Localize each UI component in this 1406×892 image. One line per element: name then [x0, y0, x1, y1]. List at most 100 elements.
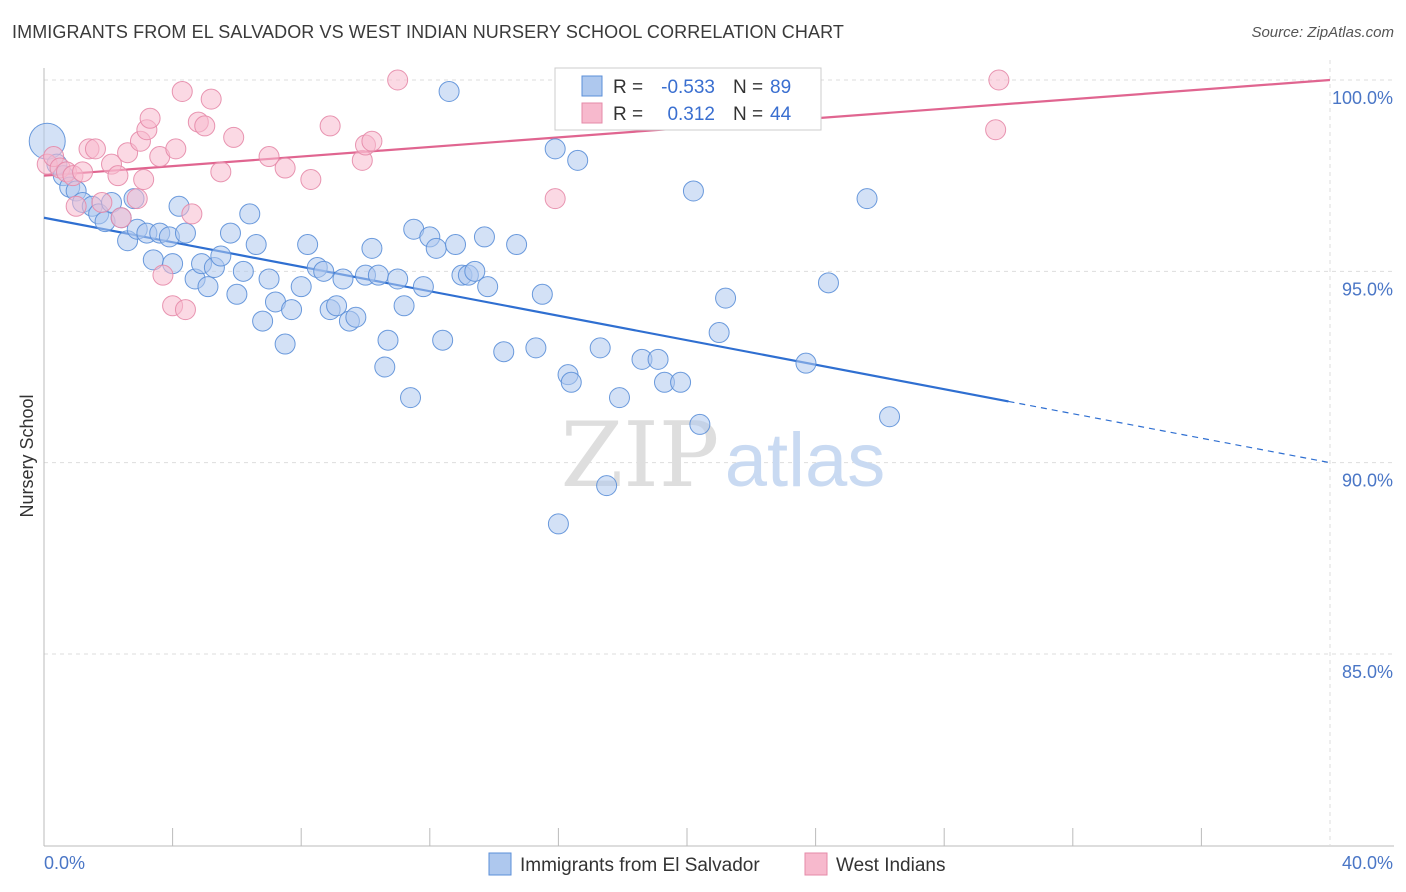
legend-r-value: 0.312 — [667, 104, 715, 125]
x-tick-label: 40.0% — [1342, 853, 1393, 873]
point-west-indians — [72, 161, 94, 183]
point-el-salvador — [473, 226, 495, 248]
point-el-salvador — [387, 268, 409, 290]
legend-series-label: West Indians — [836, 855, 945, 876]
point-el-salvador — [377, 329, 399, 351]
point-west-indians — [544, 188, 566, 210]
point-west-indians — [107, 165, 129, 187]
x-tick-label: 0.0% — [44, 853, 85, 873]
point-el-salvador — [464, 260, 486, 282]
legend-series-swatch-pink — [804, 852, 828, 876]
point-el-salvador — [393, 295, 415, 317]
point-el-salvador — [290, 276, 312, 298]
legend-swatch-blue — [581, 75, 603, 97]
legend-r-value: -0.533 — [661, 77, 715, 98]
point-el-salvador — [412, 276, 434, 298]
point-el-salvador — [226, 283, 248, 305]
point-el-salvador — [245, 234, 267, 256]
point-west-indians — [65, 195, 87, 217]
point-west-indians — [152, 264, 174, 286]
point-el-salvador — [326, 295, 348, 317]
point-el-salvador — [374, 356, 396, 378]
point-west-indians — [258, 146, 280, 168]
point-el-salvador — [856, 188, 878, 210]
y-tick-label: 90.0% — [1342, 471, 1393, 491]
point-west-indians — [361, 130, 383, 152]
point-el-salvador — [525, 337, 547, 359]
point-el-salvador — [174, 222, 196, 244]
point-el-salvador — [297, 234, 319, 256]
point-west-indians — [194, 115, 216, 137]
point-el-salvador — [258, 268, 280, 290]
point-west-indians — [165, 138, 187, 160]
legend-n-value: 44 — [770, 104, 792, 125]
trend-line-el-salvador — [43, 216, 1009, 403]
point-el-salvador — [432, 329, 454, 351]
point-el-salvador — [547, 513, 569, 535]
point-el-salvador — [567, 149, 589, 171]
axes — [43, 68, 1394, 847]
point-west-indians — [171, 80, 193, 102]
data-points — [28, 69, 1010, 535]
x-ticks: 0.0% 40.0% — [44, 60, 1393, 873]
point-west-indians — [300, 168, 322, 190]
point-west-indians — [126, 188, 148, 210]
point-el-salvador — [506, 234, 528, 256]
point-el-salvador — [817, 272, 839, 294]
point-el-salvador — [197, 276, 219, 298]
trend-line-extension — [1008, 400, 1331, 464]
point-el-salvador — [493, 341, 515, 363]
legend-series-label: Immigrants from El Salvador — [520, 855, 760, 876]
legend-n-label: N = — [733, 104, 763, 125]
y-tick-label: 85.0% — [1342, 662, 1393, 682]
point-el-salvador — [531, 283, 553, 305]
point-el-salvador — [708, 322, 730, 344]
point-west-indians — [387, 69, 409, 91]
legend-swatch-pink — [581, 102, 603, 124]
point-west-indians — [210, 161, 232, 183]
point-el-salvador — [367, 264, 389, 286]
point-el-salvador — [281, 299, 303, 321]
legend-r-label: R = — [613, 104, 643, 125]
point-el-salvador — [560, 371, 582, 393]
point-west-indians — [84, 138, 106, 160]
point-west-indians — [139, 107, 161, 129]
y-tick-label: 100.0% — [1332, 88, 1393, 108]
point-el-salvador — [445, 234, 467, 256]
point-west-indians — [985, 119, 1007, 141]
watermark: ZIP atlas — [561, 403, 886, 508]
point-el-salvador — [232, 260, 254, 282]
point-west-indians — [91, 191, 113, 213]
point-el-salvador — [361, 237, 383, 259]
point-el-salvador — [313, 260, 335, 282]
point-el-salvador — [795, 352, 817, 374]
legend-n-value: 89 — [770, 77, 791, 98]
point-el-salvador — [647, 348, 669, 370]
legend-series-swatch-blue — [488, 852, 512, 876]
legend-stats: R = -0.533 N = 89 R = 0.312 N = 44 — [554, 67, 822, 131]
point-west-indians — [988, 69, 1010, 91]
point-el-salvador — [544, 138, 566, 160]
point-el-salvador — [670, 371, 692, 393]
chart-source: Source: ZipAtlas.com — [1251, 24, 1394, 41]
point-el-salvador — [715, 287, 737, 309]
point-el-salvador — [345, 306, 367, 328]
point-el-salvador — [879, 406, 901, 428]
legend-r-label: R = — [613, 77, 643, 98]
y-tick-labels: 100.0% 95.0% 90.0% 85.0% — [1332, 88, 1393, 682]
y-axis-label: Nursery School — [17, 394, 37, 517]
point-el-salvador — [210, 245, 232, 267]
point-el-salvador — [219, 222, 241, 244]
point-el-salvador — [425, 237, 447, 259]
point-west-indians — [200, 88, 222, 110]
point-west-indians — [110, 207, 132, 229]
point-el-salvador — [400, 387, 422, 409]
legend-n-label: N = — [733, 77, 763, 98]
point-el-salvador — [689, 413, 711, 435]
point-west-indians — [181, 203, 203, 225]
point-el-salvador — [682, 180, 704, 202]
point-el-salvador — [252, 310, 274, 332]
point-el-salvador — [438, 80, 460, 102]
point-west-indians — [174, 299, 196, 321]
